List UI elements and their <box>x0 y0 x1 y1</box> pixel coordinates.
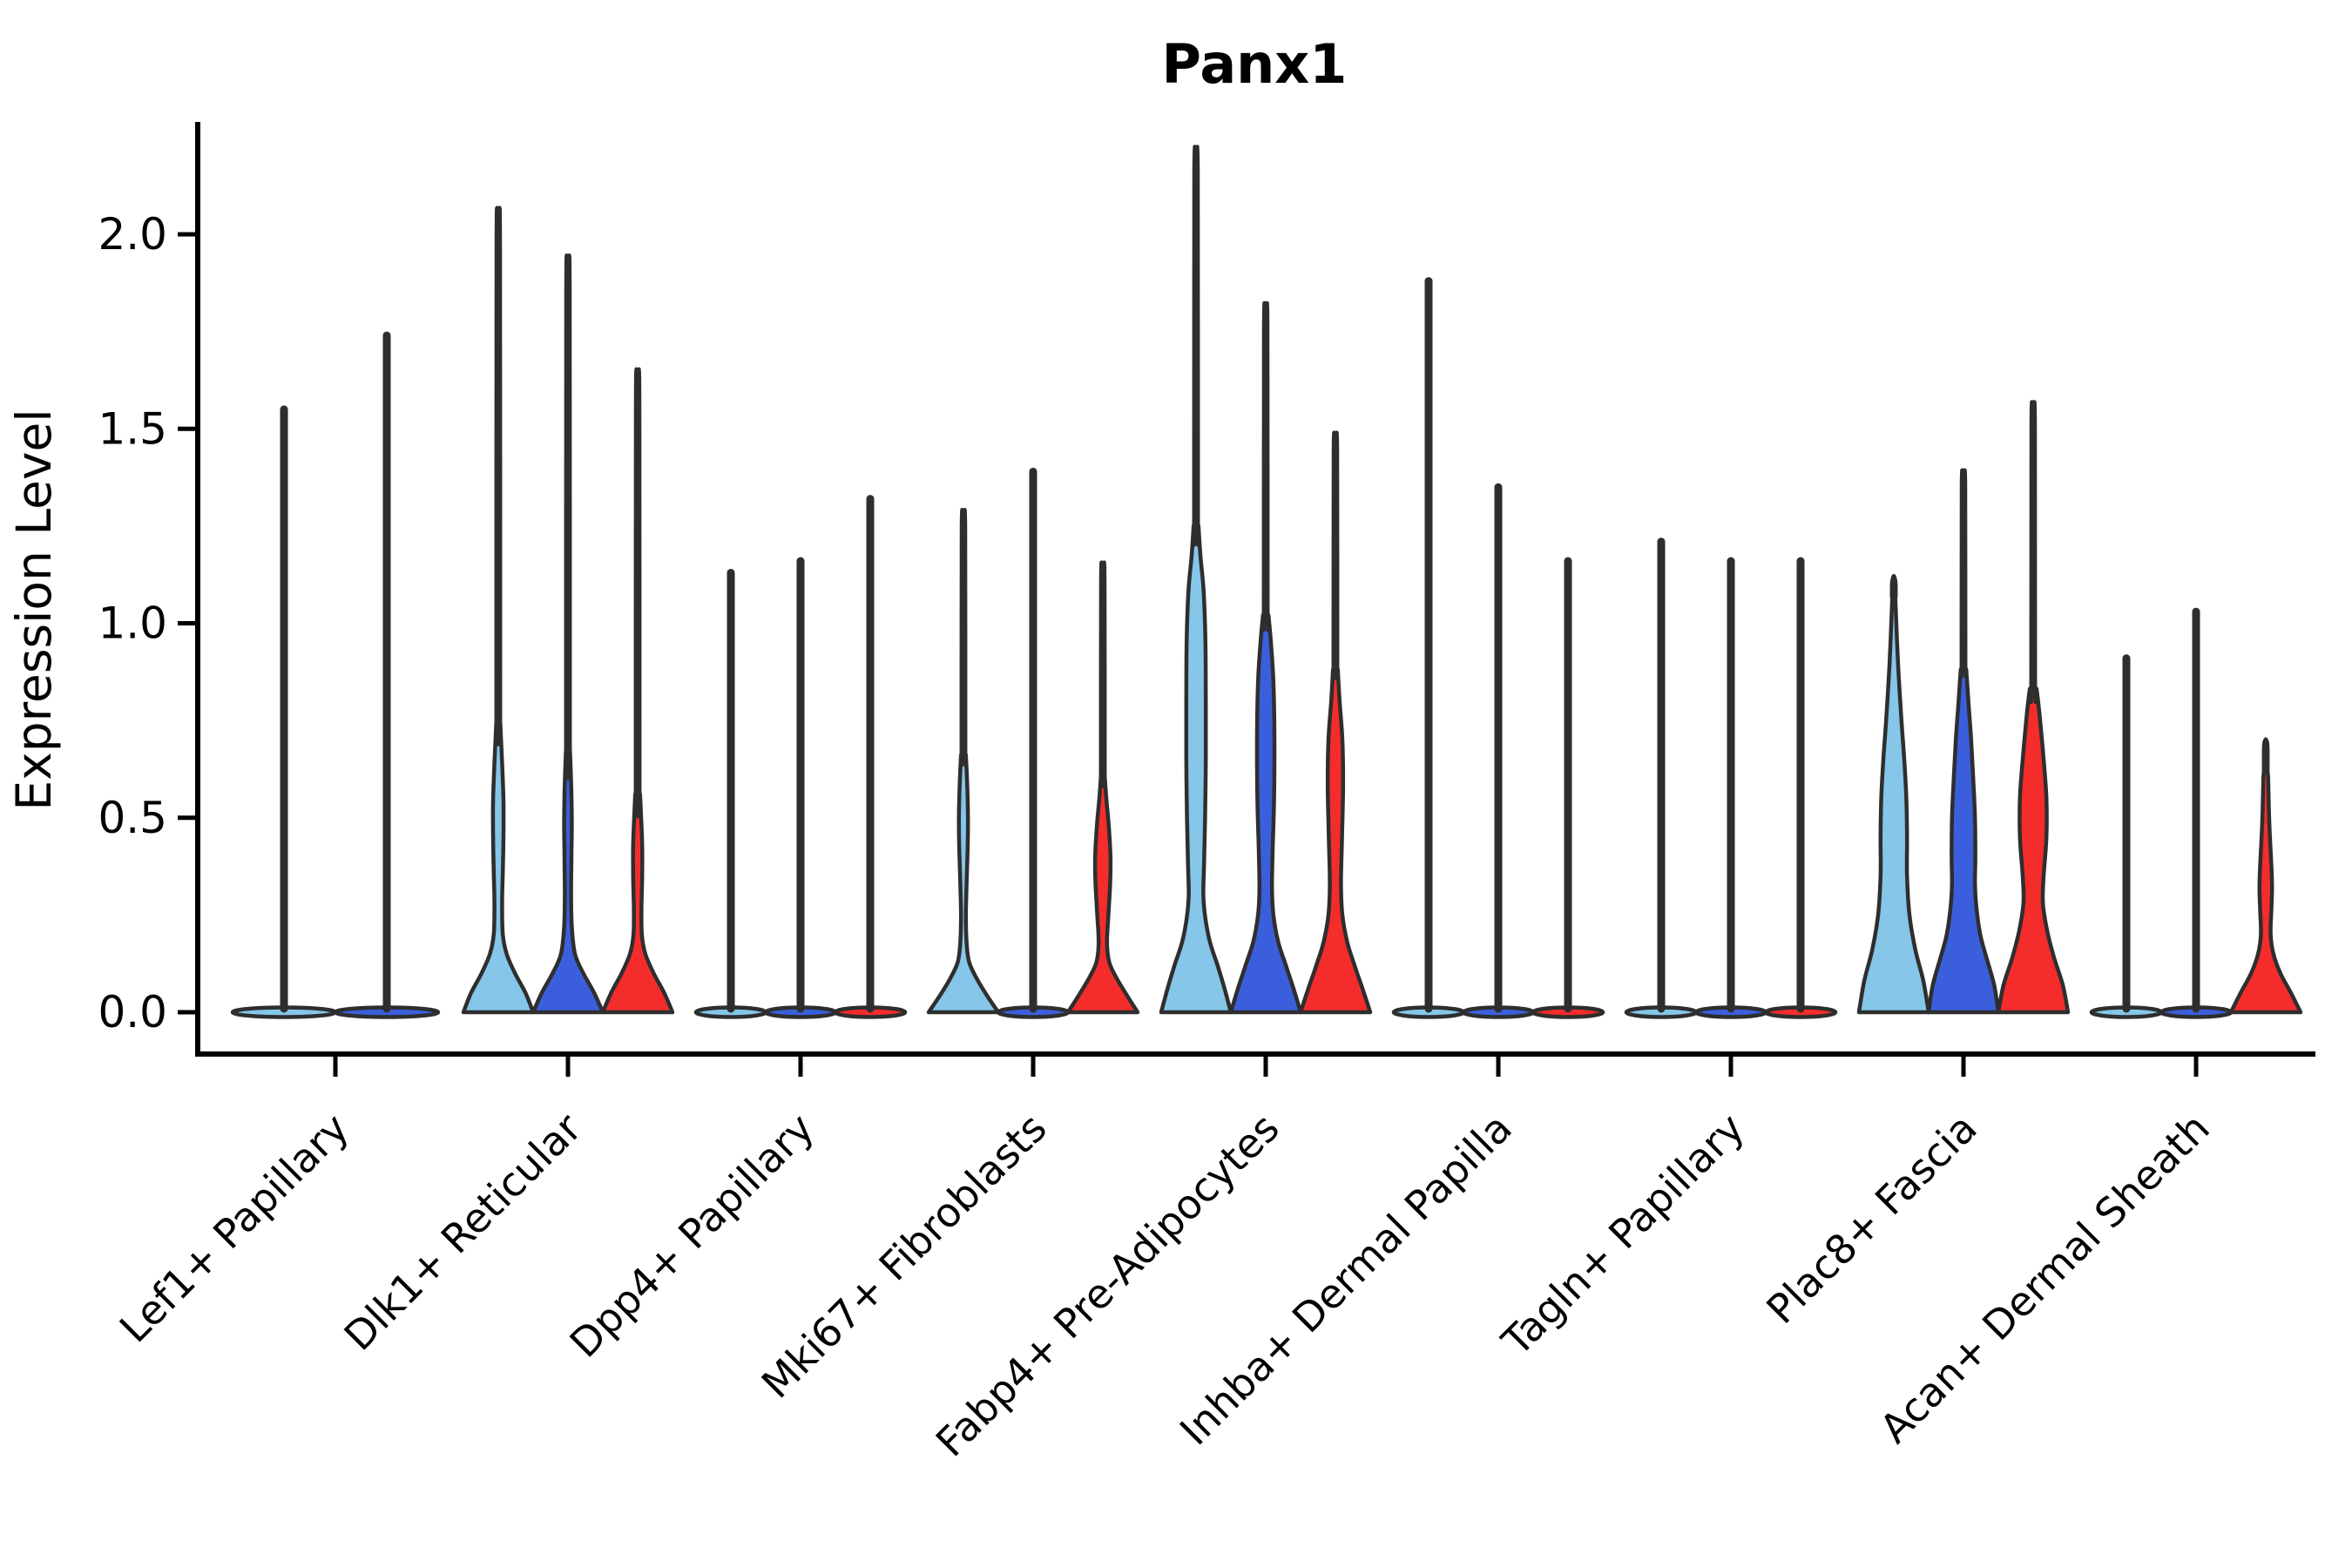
violin-body <box>1228 301 1303 1015</box>
violin-body <box>1298 430 1373 1015</box>
y-tick-label: 1.0 <box>98 598 167 649</box>
x-tick-label: Tagln+ Papillary <box>1492 1105 1754 1366</box>
violin-body <box>1065 560 1140 1015</box>
violin-body <box>600 367 675 1015</box>
y-tick-label: 0.0 <box>98 987 167 1037</box>
chart-title: Panx1 <box>1162 32 1348 96</box>
violin-body <box>926 508 1001 1015</box>
violin-body <box>1159 145 1233 1015</box>
x-tick-label: Plac8+ Fascia <box>1757 1105 1985 1333</box>
violin-body <box>1926 468 2001 1015</box>
y-tick-label: 1.5 <box>98 403 167 454</box>
violin-body <box>531 253 605 1015</box>
violin-body <box>461 206 536 1015</box>
x-tick-label: Lef1+ Papillary <box>111 1105 358 1352</box>
violin-body <box>1856 573 1931 1015</box>
y-axis-label: Expression Level <box>6 409 62 810</box>
violin-body <box>2228 737 2303 1015</box>
y-tick-label: 0.5 <box>98 793 167 843</box>
x-tick-label: Dpp4+ Papillary <box>561 1105 823 1367</box>
y-tick-label: 2.0 <box>98 209 167 260</box>
violin-body <box>1996 400 2071 1015</box>
x-tick-label: Dlk1+ Reticular <box>335 1105 591 1360</box>
